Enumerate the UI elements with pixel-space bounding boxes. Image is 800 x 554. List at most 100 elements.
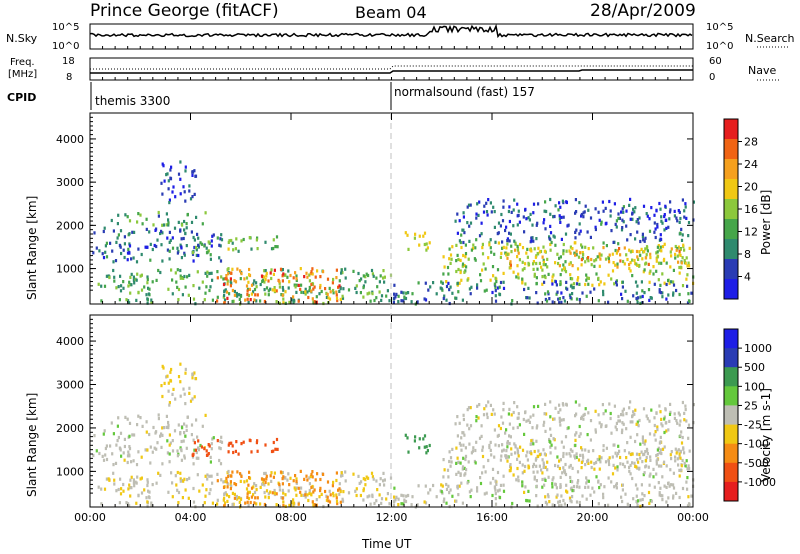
power-echo-cell — [308, 279, 311, 283]
power-echo-cell — [598, 252, 601, 256]
power-echo-cell — [551, 279, 554, 283]
velocity-echo-cell — [621, 499, 624, 504]
velocity-echo-cell — [541, 458, 544, 462]
velocity-echo-cell — [476, 486, 479, 490]
velocity-echo-cell — [576, 481, 579, 485]
velocity-echo-cell — [246, 492, 249, 496]
velocity-echo-cell — [335, 471, 338, 475]
velocity-echo-cell — [574, 400, 577, 404]
power-echo-cell — [440, 280, 443, 284]
velocity-echo-cell — [679, 456, 682, 460]
power-echo-cell — [481, 268, 484, 272]
power-echo-cell — [139, 213, 142, 217]
velocity-echo-cell — [478, 436, 482, 440]
power-echo-cell — [146, 277, 149, 281]
velocity-echo-cell — [253, 490, 257, 494]
power-echo-cell — [541, 282, 544, 286]
power-echo-cell — [287, 286, 290, 290]
velocity-echo-cell — [279, 470, 283, 474]
power-echo-cell — [561, 268, 564, 272]
power-echo-cell — [659, 207, 662, 211]
velocity-echo-cell — [160, 432, 163, 436]
power-echo-cell — [557, 297, 560, 301]
power-echo-cell — [443, 294, 446, 298]
velocity-echo-cell — [645, 414, 648, 418]
power-echo-cell — [527, 216, 530, 220]
power-echo-cell — [250, 292, 253, 296]
power-echo-cell — [143, 285, 146, 289]
velocity-echo-cell — [313, 503, 316, 507]
velocity-echo-cell — [116, 424, 119, 428]
velocity-echo-cell — [548, 439, 551, 443]
power-echo-cell — [614, 222, 617, 226]
power-echo-cell — [147, 292, 150, 296]
power-echo-cell — [151, 280, 154, 284]
power-echo-cell — [620, 292, 623, 296]
power-echo-cell — [109, 241, 112, 245]
power-echo-cell — [532, 239, 535, 243]
power-echo-cell — [243, 277, 246, 281]
velocity-echo-cell — [183, 431, 186, 435]
power-echo-cell — [118, 243, 121, 247]
power-echo-cell — [135, 260, 139, 264]
power-echo-cell — [554, 280, 557, 284]
velocity-echo-cell — [684, 407, 687, 412]
power-echo-cell — [451, 291, 454, 295]
velocity-echo-cell — [669, 468, 672, 472]
power-echo-cell — [556, 290, 559, 294]
power-echo-cell — [554, 204, 557, 208]
nsky-label: N.Sky — [6, 32, 38, 45]
power-echo-cell — [591, 283, 594, 287]
power-echo-cell — [564, 270, 568, 274]
velocity-echo-cell — [229, 480, 232, 484]
power-echo-cell — [308, 289, 311, 293]
velocity-echo-cell — [243, 480, 246, 484]
velocity-echo-cell — [443, 497, 446, 501]
velocity-echo-cell — [663, 460, 666, 464]
velocity-echo-cell — [299, 469, 302, 473]
velocity-echo-cell — [518, 423, 521, 427]
velocity-echo-cell — [458, 484, 461, 488]
velocity-echo-cell — [614, 466, 617, 470]
power-echo-cell — [220, 275, 223, 279]
velocity-echo-cell — [581, 453, 584, 457]
velocity-echo-cell — [179, 394, 182, 398]
velocity-echo-cell — [259, 485, 262, 489]
velocity-echo-cell — [656, 453, 659, 457]
velocity-echo-cell — [233, 492, 236, 496]
power-echo-cell — [427, 288, 430, 292]
velocity-echo-cell — [659, 410, 662, 414]
x-tick-label: 00:00 — [74, 511, 106, 524]
velocity-echo-cell — [641, 435, 644, 439]
power-echo-cell — [160, 243, 163, 247]
power-echo-cell — [209, 253, 212, 257]
power-echo-cell — [563, 266, 566, 270]
velocity-echo-cell — [574, 433, 577, 437]
power-echo-cell — [335, 268, 338, 272]
power-echo-cell — [628, 266, 631, 271]
power-echo-cell — [362, 286, 365, 290]
power-echo-cell — [532, 202, 536, 206]
power-echo-cell — [163, 179, 166, 183]
power-echo-cell — [319, 286, 322, 290]
power-echo-cell — [562, 249, 565, 253]
power-echo-cell — [328, 297, 332, 301]
velocity-echo-cell — [344, 470, 347, 474]
power-echo-cell — [599, 257, 602, 261]
velocity-echo-cell — [177, 375, 181, 379]
velocity-echo-cell — [590, 465, 593, 470]
power-echo-cell — [267, 279, 270, 283]
power-echo-cell — [594, 225, 597, 229]
power-echo-cell — [683, 209, 686, 213]
power-echo-cell — [516, 244, 519, 248]
power-echo-cell — [263, 299, 266, 304]
power-echo-cell — [228, 239, 231, 243]
power-echo-cell — [629, 261, 632, 265]
velocity-echo-cell — [177, 490, 181, 495]
power-echo-cell — [684, 261, 687, 265]
power-echo-cell — [128, 232, 131, 236]
power-echo-cell — [609, 209, 612, 213]
power-echo-cell — [618, 216, 621, 220]
power-echo-cell — [498, 285, 501, 289]
